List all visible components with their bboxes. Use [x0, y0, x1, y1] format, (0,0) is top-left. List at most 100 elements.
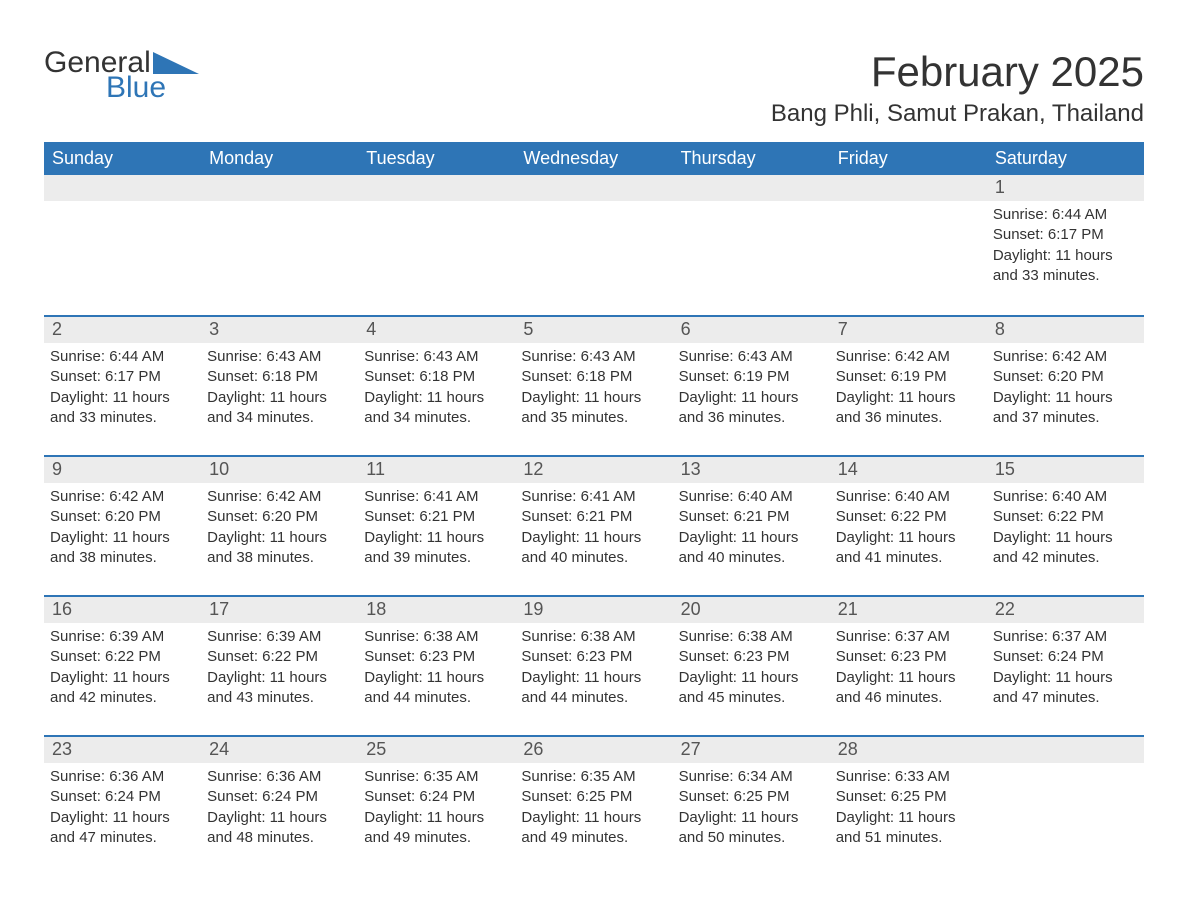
day-number: 6	[673, 317, 830, 343]
sunrise-value: Sunrise: 6:43 AM	[207, 347, 352, 367]
sunset-value: Sunset: 6:20 PM	[207, 507, 352, 527]
empty-cell	[358, 175, 515, 315]
weekday-tuesday: Tuesday	[358, 142, 515, 175]
sunset-value: Sunset: 6:21 PM	[364, 507, 509, 527]
daylight-value: Daylight: 11 hours and 45 minutes.	[679, 668, 824, 709]
day-cell-3: 3Sunrise: 6:43 AMSunset: 6:18 PMDaylight…	[201, 317, 358, 455]
sunrise-value: Sunrise: 6:44 AM	[993, 205, 1138, 225]
sunset-value: Sunset: 6:18 PM	[521, 367, 666, 387]
daylight-value: Daylight: 11 hours and 34 minutes.	[207, 388, 352, 429]
sunset-value: Sunset: 6:25 PM	[836, 787, 981, 807]
weekday-sunday: Sunday	[44, 142, 201, 175]
day-number: 8	[987, 317, 1144, 343]
day-number: 10	[201, 457, 358, 483]
day-number: 11	[358, 457, 515, 483]
day-number: 17	[201, 597, 358, 623]
sunrise-value: Sunrise: 6:38 AM	[364, 627, 509, 647]
sunrise-value: Sunrise: 6:41 AM	[521, 487, 666, 507]
sunset-value: Sunset: 6:25 PM	[679, 787, 824, 807]
sunset-value: Sunset: 6:23 PM	[521, 647, 666, 667]
day-cell-22: 22Sunrise: 6:37 AMSunset: 6:24 PMDayligh…	[987, 597, 1144, 735]
day-cell-12: 12Sunrise: 6:41 AMSunset: 6:21 PMDayligh…	[515, 457, 672, 595]
day-cell-2: 2Sunrise: 6:44 AMSunset: 6:17 PMDaylight…	[44, 317, 201, 455]
day-detail: Sunrise: 6:39 AMSunset: 6:22 PMDaylight:…	[207, 627, 352, 708]
day-number: 18	[358, 597, 515, 623]
sunrise-value: Sunrise: 6:43 AM	[364, 347, 509, 367]
day-number	[515, 175, 672, 201]
header: General Blue February 2025 Bang Phli, Sa…	[44, 48, 1144, 128]
sunset-value: Sunset: 6:22 PM	[993, 507, 1138, 527]
daylight-value: Daylight: 11 hours and 36 minutes.	[836, 388, 981, 429]
day-number: 20	[673, 597, 830, 623]
day-number: 13	[673, 457, 830, 483]
weekday-header-row: SundayMondayTuesdayWednesdayThursdayFrid…	[44, 142, 1144, 175]
daylight-value: Daylight: 11 hours and 36 minutes.	[679, 388, 824, 429]
day-number: 15	[987, 457, 1144, 483]
daylight-value: Daylight: 11 hours and 51 minutes.	[836, 808, 981, 849]
sunset-value: Sunset: 6:24 PM	[993, 647, 1138, 667]
day-detail: Sunrise: 6:40 AMSunset: 6:22 PMDaylight:…	[993, 487, 1138, 568]
day-detail: Sunrise: 6:43 AMSunset: 6:19 PMDaylight:…	[679, 347, 824, 428]
sunrise-value: Sunrise: 6:42 AM	[993, 347, 1138, 367]
sunrise-value: Sunrise: 6:43 AM	[679, 347, 824, 367]
empty-cell	[987, 737, 1144, 875]
day-cell-23: 23Sunrise: 6:36 AMSunset: 6:24 PMDayligh…	[44, 737, 201, 875]
day-detail: Sunrise: 6:36 AMSunset: 6:24 PMDaylight:…	[207, 767, 352, 848]
sunrise-value: Sunrise: 6:40 AM	[836, 487, 981, 507]
weekday-friday: Friday	[830, 142, 987, 175]
sunrise-value: Sunrise: 6:42 AM	[836, 347, 981, 367]
day-cell-8: 8 Sunrise: 6:42 AMSunset: 6:20 PMDaylight…	[987, 317, 1144, 455]
day-number	[44, 175, 201, 201]
day-detail: Sunrise: 6:38 AMSunset: 6:23 PMDaylight:…	[679, 627, 824, 708]
day-number: 5	[515, 317, 672, 343]
day-cell-28: 28 Sunrise: 6:33 AMSunset: 6:25 PMDayligh…	[830, 737, 987, 875]
day-number: 27	[673, 737, 830, 763]
sunset-value: Sunset: 6:19 PM	[679, 367, 824, 387]
daylight-value: Daylight: 11 hours and 49 minutes.	[521, 808, 666, 849]
day-number: 14	[830, 457, 987, 483]
daylight-value: Daylight: 11 hours and 38 minutes.	[50, 528, 195, 569]
empty-cell	[673, 175, 830, 315]
day-cell-5: 5 Sunrise: 6:43 AMSunset: 6:18 PMDaylight…	[515, 317, 672, 455]
sunset-value: Sunset: 6:21 PM	[679, 507, 824, 527]
day-cell-11: 11 Sunrise: 6:41 AMSunset: 6:21 PMDayligh…	[358, 457, 515, 595]
sunset-value: Sunset: 6:22 PM	[50, 647, 195, 667]
day-number: 28	[830, 737, 987, 763]
day-cell-26: 26Sunrise: 6:35 AMSunset: 6:25 PMDayligh…	[515, 737, 672, 875]
sunset-value: Sunset: 6:25 PM	[521, 787, 666, 807]
sunset-value: Sunset: 6:19 PM	[836, 367, 981, 387]
day-detail: Sunrise: 6:44 AMSunset: 6:17 PMDaylight:…	[50, 347, 195, 428]
logo: General Blue	[44, 48, 199, 103]
weekday-monday: Monday	[201, 142, 358, 175]
weekday-thursday: Thursday	[673, 142, 830, 175]
sunrise-value: Sunrise: 6:33 AM	[836, 767, 981, 787]
sunrise-value: Sunrise: 6:35 AM	[364, 767, 509, 787]
daylight-value: Daylight: 11 hours and 38 minutes.	[207, 528, 352, 569]
sunrise-value: Sunrise: 6:39 AM	[50, 627, 195, 647]
day-cell-24: 24Sunrise: 6:36 AMSunset: 6:24 PMDayligh…	[201, 737, 358, 875]
sunrise-value: Sunrise: 6:42 AM	[207, 487, 352, 507]
location: Bang Phli, Samut Prakan, Thailand	[771, 100, 1144, 128]
daylight-value: Daylight: 11 hours and 44 minutes.	[521, 668, 666, 709]
day-detail: Sunrise: 6:43 AMSunset: 6:18 PMDaylight:…	[521, 347, 666, 428]
weekday-saturday: Saturday	[987, 142, 1144, 175]
sunset-value: Sunset: 6:18 PM	[364, 367, 509, 387]
sunrise-value: Sunrise: 6:36 AM	[50, 767, 195, 787]
sunrise-value: Sunrise: 6:41 AM	[364, 487, 509, 507]
day-detail: Sunrise: 6:42 AMSunset: 6:20 PMDaylight:…	[993, 347, 1138, 428]
day-cell-1: 1Sunrise: 6:44 AMSunset: 6:17 PMDaylight…	[987, 175, 1144, 315]
sunrise-value: Sunrise: 6:39 AM	[207, 627, 352, 647]
day-detail: Sunrise: 6:44 AMSunset: 6:17 PMDaylight:…	[993, 205, 1138, 286]
sunset-value: Sunset: 6:23 PM	[364, 647, 509, 667]
daylight-value: Daylight: 11 hours and 39 minutes.	[364, 528, 509, 569]
sunset-value: Sunset: 6:23 PM	[836, 647, 981, 667]
sunset-value: Sunset: 6:24 PM	[207, 787, 352, 807]
empty-cell	[830, 175, 987, 315]
sunset-value: Sunset: 6:18 PM	[207, 367, 352, 387]
daylight-value: Daylight: 11 hours and 33 minutes.	[993, 246, 1138, 287]
empty-cell	[44, 175, 201, 315]
daylight-value: Daylight: 11 hours and 43 minutes.	[207, 668, 352, 709]
day-cell-21: 21Sunrise: 6:37 AMSunset: 6:23 PMDayligh…	[830, 597, 987, 735]
sunrise-value: Sunrise: 6:44 AM	[50, 347, 195, 367]
day-cell-25: 25Sunrise: 6:35 AMSunset: 6:24 PMDayligh…	[358, 737, 515, 875]
